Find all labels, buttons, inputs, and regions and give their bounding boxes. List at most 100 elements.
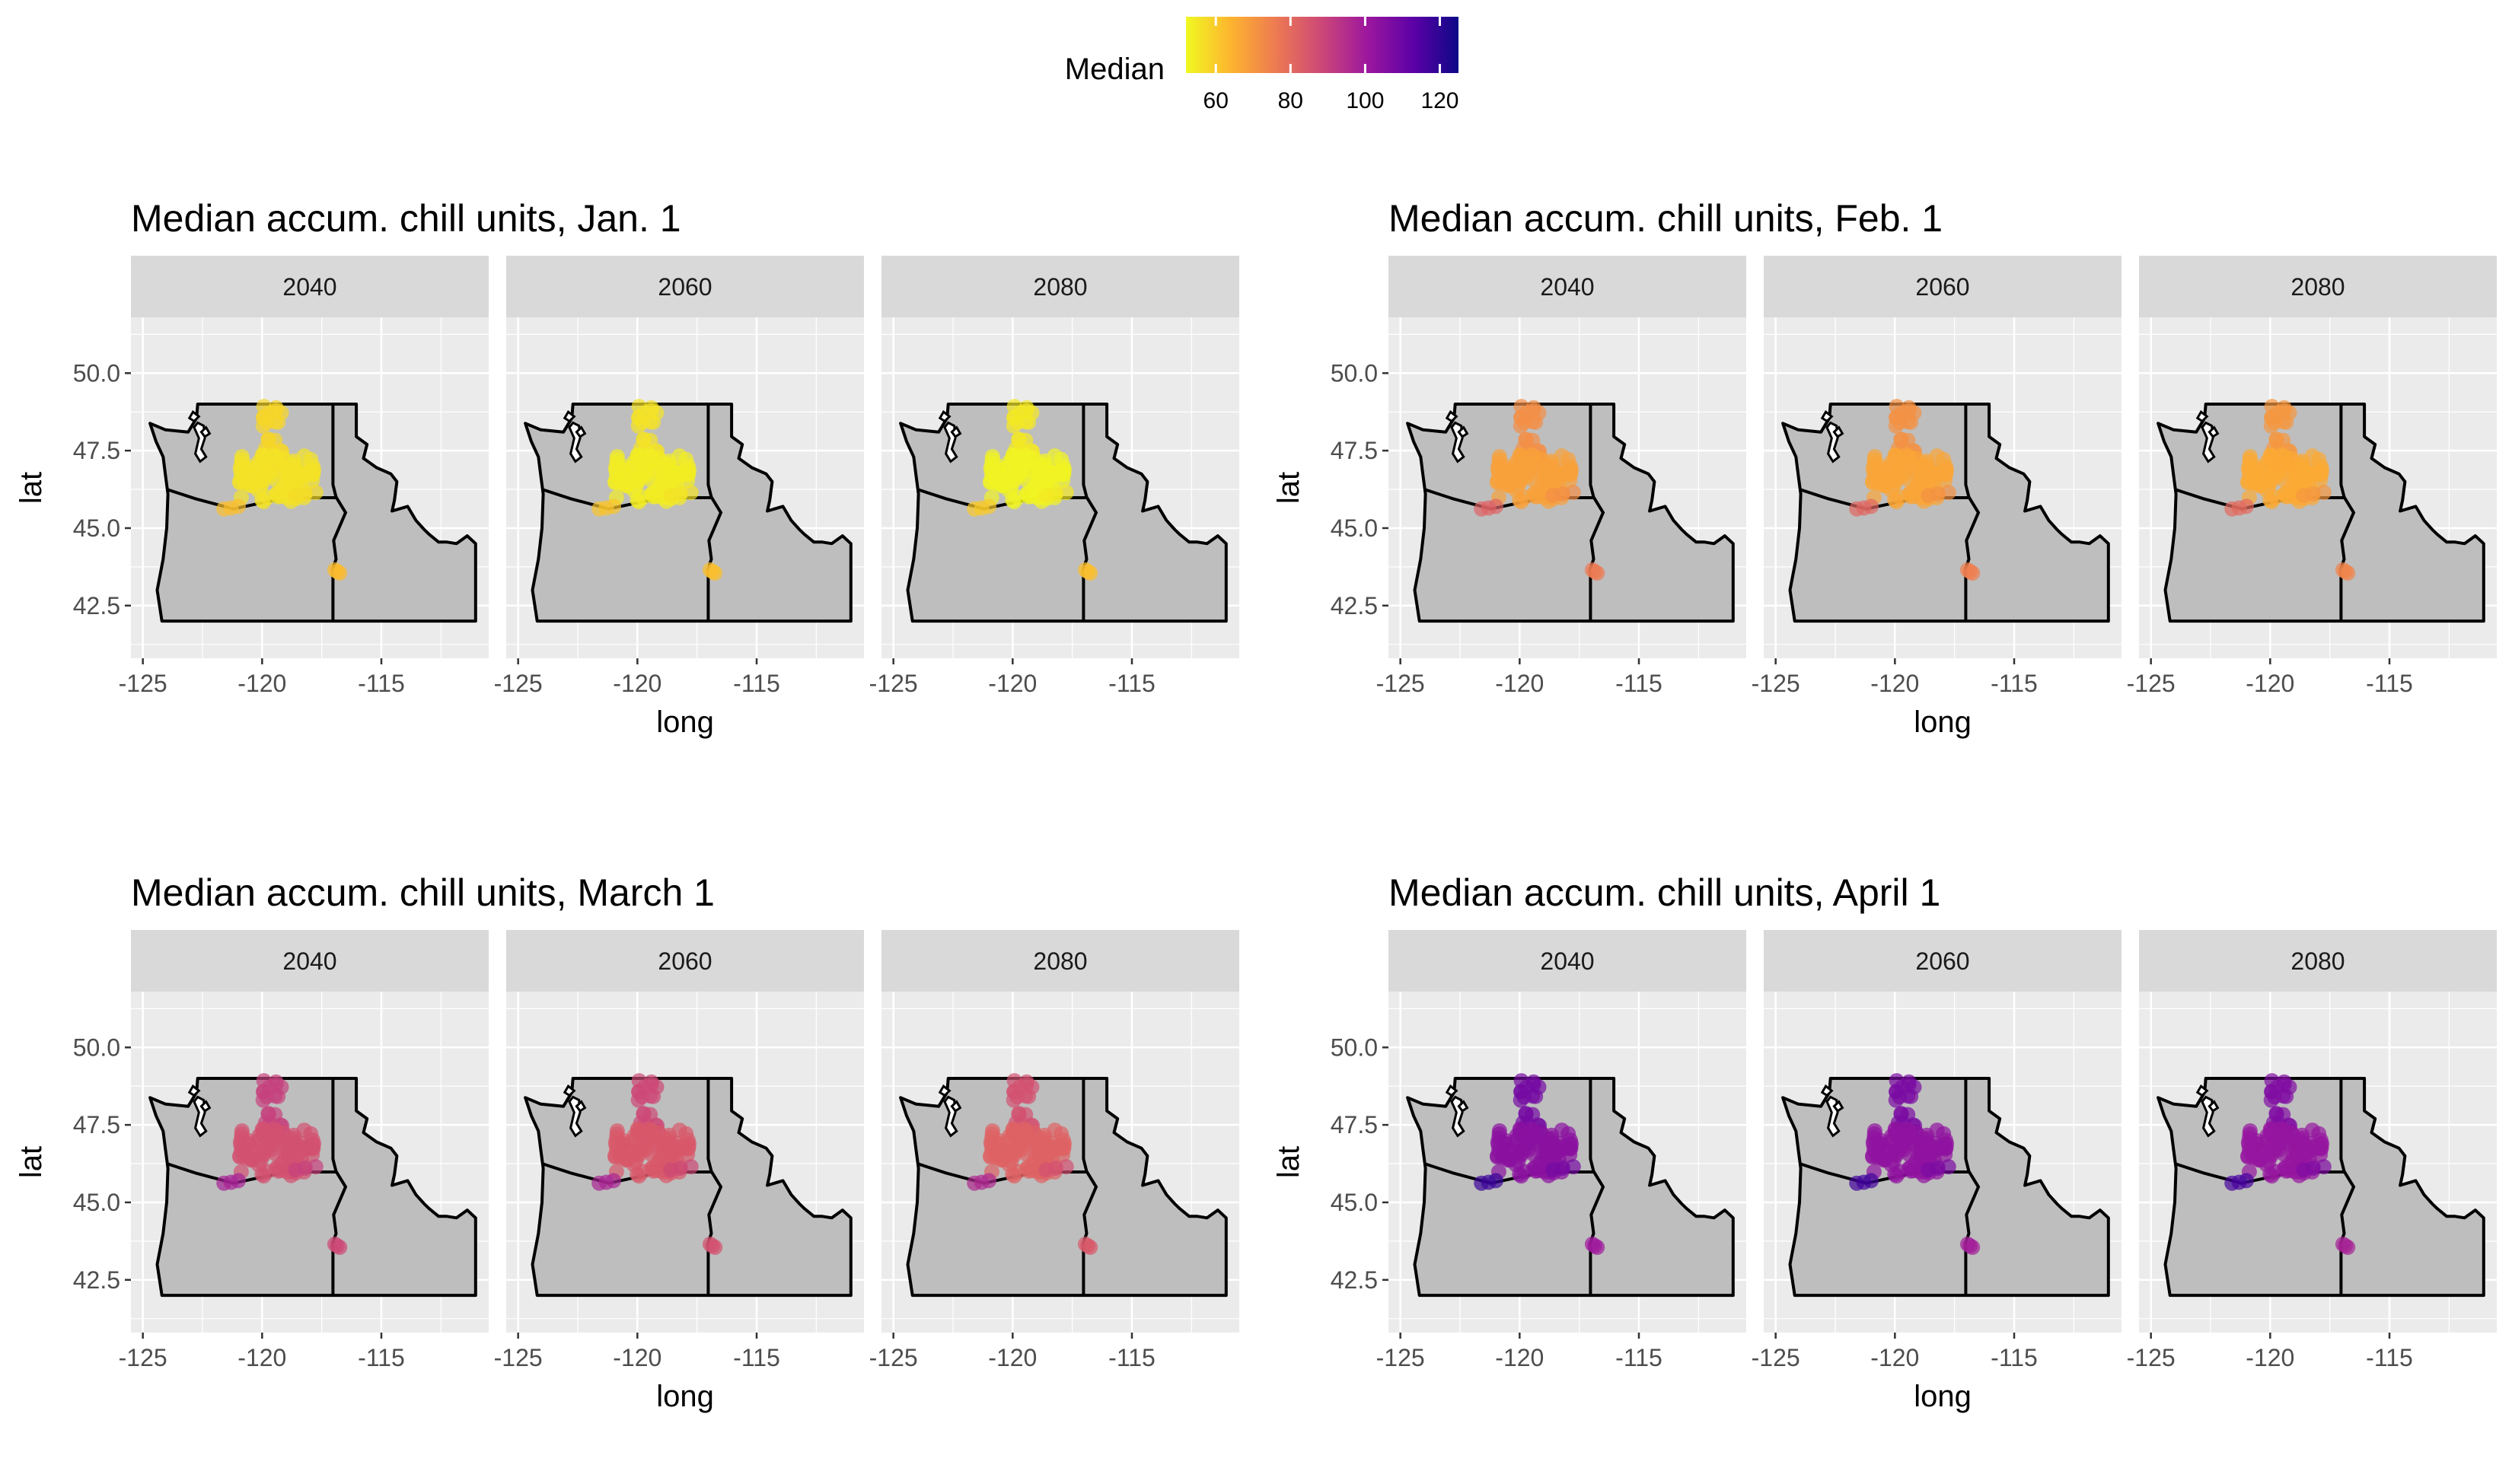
- data-point: [1900, 1088, 1916, 1104]
- data-point: [1491, 1126, 1507, 1142]
- state-outline: [899, 403, 1228, 623]
- puget-sound: [2208, 425, 2220, 438]
- y-tick-label: 45.0: [1331, 1189, 1378, 1216]
- puget-sound: [1457, 425, 1469, 438]
- data-point: [1513, 473, 1529, 489]
- facet-strip: [506, 256, 864, 317]
- legend-tick-label: 100: [1346, 88, 1384, 113]
- data-point: [2296, 1162, 2312, 1178]
- data-point: [1006, 409, 1022, 425]
- y-tick-label: 42.5: [73, 1266, 120, 1294]
- data-point: [983, 1148, 998, 1164]
- data-point: [2296, 488, 2312, 504]
- facet-strip: [1764, 930, 2121, 992]
- data-point: [2268, 1106, 2284, 1122]
- data-point: [1044, 461, 1060, 477]
- x-tick-label: -125: [1376, 670, 1425, 697]
- data-point: [642, 1088, 658, 1104]
- data-point: [1517, 489, 1533, 505]
- state-border: [1589, 1078, 1596, 1172]
- puget-sound: [563, 409, 576, 423]
- data-point: [2242, 452, 2258, 468]
- state-border: [1082, 404, 1089, 498]
- data-point: [1018, 414, 1034, 430]
- data-point: [2288, 1143, 2304, 1159]
- data-point: [1058, 485, 1074, 501]
- facet-panel: 2080 -125 -120 -115: [2127, 930, 2497, 1371]
- x-tick-label: -115: [1615, 1344, 1662, 1371]
- facet-strip: [1388, 256, 1746, 317]
- data-point: [1893, 1106, 1909, 1122]
- data-point: [2275, 1088, 2291, 1104]
- data-point: [251, 1132, 267, 1148]
- data-point: [288, 1162, 304, 1178]
- x-tick-label: -125: [1376, 1344, 1425, 1371]
- x-tick-label: -120: [613, 670, 661, 697]
- data-point: [2264, 1148, 2280, 1164]
- data-point: [683, 1159, 699, 1175]
- data-point: [1080, 564, 1095, 579]
- data-point: [1488, 498, 1503, 514]
- data-point: [663, 488, 679, 504]
- data-point: [2268, 1164, 2284, 1180]
- data-point: [2338, 1238, 2353, 1253]
- data-point: [256, 473, 272, 489]
- data-point: [1545, 1162, 1561, 1178]
- puget-sound: [1445, 1084, 1458, 1097]
- facet-strip-label: 2040: [1540, 273, 1594, 301]
- data-point: [1011, 432, 1027, 447]
- facet-strip: [506, 930, 864, 992]
- data-point: [266, 447, 282, 463]
- state-outline: [2157, 1077, 2485, 1298]
- data-point: [1913, 469, 1929, 485]
- data-point: [1019, 400, 1034, 416]
- facet-panel: 2080 -125 -120 -115: [869, 930, 1239, 1371]
- facet-strip-label: 2040: [282, 273, 336, 301]
- puget-sound: [575, 1100, 587, 1113]
- data-point: [1926, 461, 1942, 477]
- state-outline: [2157, 403, 2485, 623]
- data-point: [1889, 1084, 1905, 1100]
- y-tick-label: 45.0: [1331, 514, 1378, 542]
- data-point: [2259, 458, 2275, 474]
- data-point: [1587, 564, 1602, 579]
- x-tick-label: -125: [869, 670, 918, 697]
- data-point: [293, 461, 309, 477]
- state-outline: [148, 1077, 477, 1298]
- puget-sound: [563, 1084, 576, 1097]
- data-point: [626, 1132, 642, 1148]
- data-point: [2239, 1173, 2254, 1189]
- x-tick-label: -115: [358, 1344, 405, 1371]
- data-point: [293, 1135, 309, 1151]
- data-point: [2276, 400, 2292, 416]
- data-point: [668, 461, 684, 477]
- data-point: [1523, 447, 1539, 463]
- x-axis-label: long: [656, 1380, 714, 1413]
- state-border: [1964, 1078, 1971, 1172]
- facet-panel: 2080 -125 -120 -115: [2127, 256, 2497, 697]
- x-tick-label: -115: [2366, 670, 2413, 697]
- data-point: [330, 564, 345, 579]
- y-tick-label: 50.0: [1331, 1033, 1378, 1061]
- chart: Median accum. chill units, Jan. 1 lat long…: [14, 197, 1239, 739]
- data-point: [681, 462, 697, 477]
- x-tick-label: -120: [1495, 1344, 1544, 1371]
- data-point: [655, 1143, 671, 1159]
- data-point: [234, 452, 250, 468]
- data-point: [1889, 473, 1905, 489]
- data-point: [306, 462, 322, 477]
- data-point: [2242, 1126, 2258, 1142]
- data-point: [1509, 1132, 1525, 1148]
- data-point: [1884, 1132, 1900, 1148]
- x-tick-label: -125: [119, 1344, 167, 1371]
- data-point: [256, 409, 272, 425]
- data-point: [635, 1164, 651, 1180]
- data-point: [1545, 488, 1561, 504]
- facet-strip-label: 2060: [658, 273, 712, 301]
- y-axis-label: lat: [1272, 472, 1305, 504]
- data-point: [2268, 432, 2284, 447]
- data-point: [1865, 1148, 1880, 1164]
- data-point: [1057, 462, 1073, 477]
- data-point: [607, 473, 623, 489]
- x-tick-label: -115: [358, 670, 405, 697]
